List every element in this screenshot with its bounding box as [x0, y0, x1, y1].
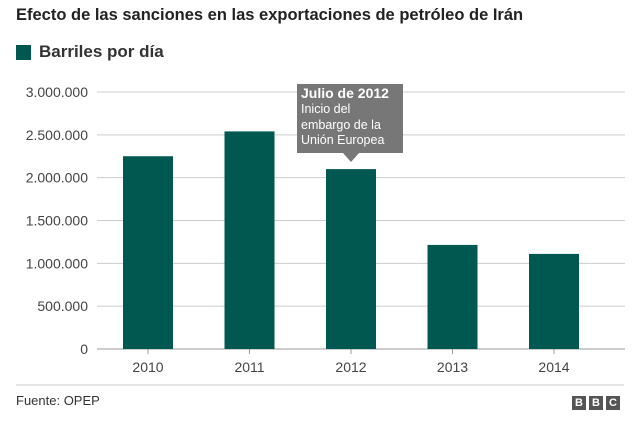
bbc-logo-b1: B [572, 396, 586, 410]
bar-2010 [123, 156, 173, 349]
bar-2012 [326, 169, 376, 349]
x-tick-label: 2013 [437, 359, 468, 375]
annotation-box: Julio de 2012 Inicio del embargo de la U… [297, 84, 403, 153]
bar-2013 [427, 244, 478, 349]
chart-title: Efecto de las sanciones en las exportaci… [16, 6, 524, 24]
x-tick-label: 2014 [538, 359, 569, 375]
y-tick-label: 500.000 [37, 298, 88, 314]
bar-2014 [529, 253, 579, 349]
x-tick-label: 2010 [132, 359, 163, 375]
y-tick-label: 1.500.000 [26, 213, 88, 229]
bbc-logo-c: C [606, 396, 620, 410]
source-note: Fuente: OPEP [16, 393, 100, 408]
y-tick-label: 2.500.000 [26, 127, 88, 143]
bar-2011 [224, 131, 275, 349]
annotation-pointer [343, 153, 359, 162]
x-tick-label: 2012 [335, 359, 366, 375]
y-tick-label: 3.000.000 [26, 84, 88, 100]
legend-label: Barriles por día [39, 42, 164, 61]
x-tick-label: 2011 [234, 359, 264, 375]
bbc-logo-b2: B [589, 396, 603, 410]
legend-swatch [16, 44, 31, 60]
annotation-title: Julio de 2012 [301, 85, 389, 101]
y-tick-label: 2.000.000 [26, 170, 88, 186]
annotation-text: Inicio del embargo de la Unión Europea [301, 102, 385, 147]
legend: Barriles por día [16, 42, 164, 62]
y-tick-label: 1.000.000 [26, 255, 88, 271]
y-tick-label: 0 [80, 341, 88, 357]
